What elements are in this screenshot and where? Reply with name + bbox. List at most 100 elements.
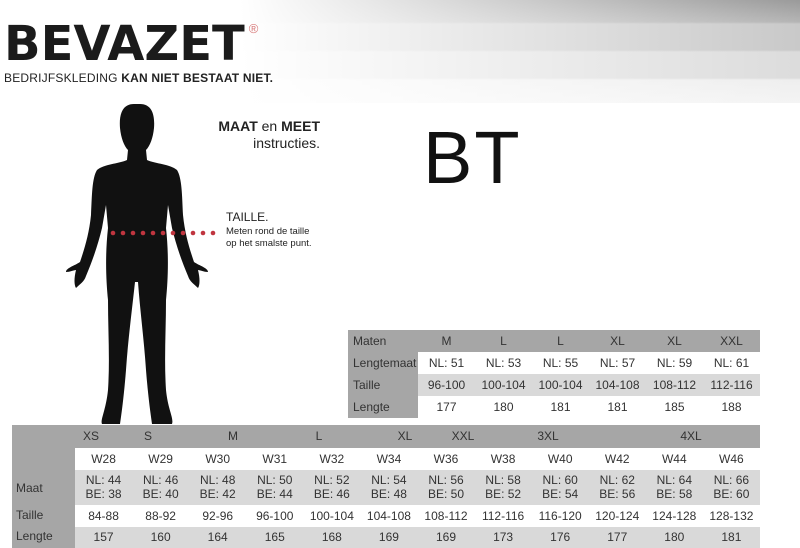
table-cell: 120-124 xyxy=(595,509,640,523)
table-cell: W46 xyxy=(719,452,744,466)
nl-size: NL: 64 xyxy=(656,473,692,487)
table-row: Taille 96-100 100-104 100-104 104-108 108-112… xyxy=(348,374,760,396)
table-cell: W28 xyxy=(91,452,116,466)
table-cell: 176 xyxy=(550,530,571,544)
table-cell: NL: 52 BE: 46 xyxy=(303,470,360,505)
table-cell: W30 xyxy=(205,452,231,466)
row-label: Lengtemaat xyxy=(348,352,418,374)
table-cell: 177 xyxy=(436,400,457,414)
nl-size: NL: 62 xyxy=(599,473,635,487)
table-cell: 108-112 xyxy=(646,374,703,396)
nl-size: NL: 52 xyxy=(314,473,350,487)
table-cell: 124-128 xyxy=(652,509,697,523)
waist-dot xyxy=(130,230,136,236)
be-size: BE: 56 xyxy=(599,487,636,501)
table-cell: 164 xyxy=(207,530,228,544)
be-size: BE: 46 xyxy=(313,487,350,501)
table-cell: W29 xyxy=(148,452,173,466)
table-cell: 165 xyxy=(264,530,285,544)
table-cell: NL: 55 xyxy=(542,356,579,370)
waist-dot xyxy=(190,230,196,236)
waist-dot xyxy=(140,230,146,236)
waist-measure-dots xyxy=(110,230,216,236)
product-code: BT xyxy=(423,116,522,199)
table-cell: 112-116 xyxy=(703,374,760,396)
table-cell: XL xyxy=(646,330,703,352)
waist-dot xyxy=(180,230,186,236)
row-label: Lengte xyxy=(16,529,53,543)
waist-dot xyxy=(160,230,166,236)
tagline-regular: BEDRIJFSKLEDING xyxy=(4,71,118,85)
table-cell: 88-92 xyxy=(145,509,176,523)
table-cell: 128-132 xyxy=(709,509,754,523)
taille-note: TAILLE. Meten rond de taille op het smal… xyxy=(226,210,312,250)
waist-dot xyxy=(170,230,176,236)
table-row: Maten M L L XL XL XXL xyxy=(348,330,760,352)
table-cell: 100-104 xyxy=(309,509,354,523)
table-row: Lengtemaat NL: 51 NL: 53 NL: 55 NL: 57 NL: 59… xyxy=(348,352,760,374)
be-size: BE: 44 xyxy=(256,487,293,501)
nl-size: NL: 48 xyxy=(200,473,236,487)
taille-desc-line2: op het smalste punt. xyxy=(226,238,312,249)
table-cell: 157 xyxy=(93,530,114,544)
table-cell: 104-108 xyxy=(589,374,646,396)
table-cell: W32 xyxy=(319,452,345,466)
table-cell: NL: 62 BE: 56 xyxy=(589,470,646,505)
table-cell: NL: 59 xyxy=(656,356,693,370)
be-size: BE: 54 xyxy=(542,487,579,501)
table-cell: 116-120 xyxy=(538,509,582,523)
taille-row: 84-88 88-92 92-96 96-100 100-104 104-108 108-1… xyxy=(75,505,760,527)
row-label: Taille xyxy=(348,374,418,396)
table-cell: 100-104 xyxy=(475,374,532,396)
long-size-table: Maten M L L XL XL XXL Lengtemaat NL: 51 NL: 53 NL:… xyxy=(348,330,760,418)
maat-row: NL: 44 BE: 38 NL: 46 BE: 40 NL: 48 BE: 42 NL: … xyxy=(75,470,760,505)
table-cell: 92-96 xyxy=(202,509,234,523)
table-cell: 185 xyxy=(664,400,685,414)
waist-dot xyxy=(110,230,116,236)
title-maat: MAAT xyxy=(218,118,258,134)
table-cell: W44 xyxy=(661,452,687,466)
table-cell: NL: 50 BE: 44 xyxy=(246,470,303,505)
size-label: XS xyxy=(82,429,100,443)
row-label: Maat xyxy=(16,481,43,495)
lengte-row: 157 160 164 165 168 169 169 173 176 177 180 181 xyxy=(75,527,760,548)
size-table: XS S M L XL XXL 3XL 4XL W28 W29 W30 W31 W32 W34 W36 W38… xyxy=(12,425,760,548)
title-en: en xyxy=(257,118,282,134)
table-cell: 112-116 xyxy=(481,509,525,523)
table-cell: XL xyxy=(589,330,646,352)
table-cell: W38 xyxy=(490,452,516,466)
taille-title: TAILLE. xyxy=(226,210,269,224)
size-label: XXL xyxy=(451,429,475,443)
table-cell: NL: 44 BE: 38 xyxy=(75,470,132,505)
nl-size: NL: 58 xyxy=(485,473,521,487)
instructions-title: MAAT en MEET instructies. xyxy=(218,118,320,152)
waist-dot xyxy=(150,230,156,236)
waist-dot xyxy=(120,230,126,236)
size-label: S xyxy=(143,429,153,443)
row-label: Taille xyxy=(16,508,44,522)
be-size: BE: 60 xyxy=(713,487,750,501)
nl-size: NL: 66 xyxy=(713,473,750,487)
table-cell: NL: 61 xyxy=(713,356,750,370)
nl-size: NL: 50 xyxy=(257,473,293,487)
table-row: Lengte 177 180 181 181 185 188 xyxy=(348,396,760,418)
table-cell: 181 xyxy=(721,530,742,544)
title-meet: MEET xyxy=(281,118,320,134)
table-cell: 169 xyxy=(378,530,399,544)
nl-size: NL: 44 xyxy=(85,473,122,487)
table-cell: 168 xyxy=(321,530,342,544)
row-label: Lengte xyxy=(348,396,418,418)
table-cell: NL: 66 BE: 60 xyxy=(703,470,760,505)
size-label: XL xyxy=(397,429,413,443)
nl-size: NL: 46 xyxy=(142,473,179,487)
table-cell: W36 xyxy=(433,452,459,466)
size-label: L xyxy=(315,429,323,443)
be-size: BE: 58 xyxy=(656,487,693,501)
size-label: 4XL xyxy=(680,429,702,443)
table-cell: W31 xyxy=(262,452,288,466)
table-cell: L xyxy=(532,330,589,352)
waist-dot xyxy=(210,230,216,236)
table-cell: NL: 64 BE: 58 xyxy=(646,470,703,505)
table-cell: 188 xyxy=(721,400,742,414)
table-cell: W40 xyxy=(547,452,573,466)
